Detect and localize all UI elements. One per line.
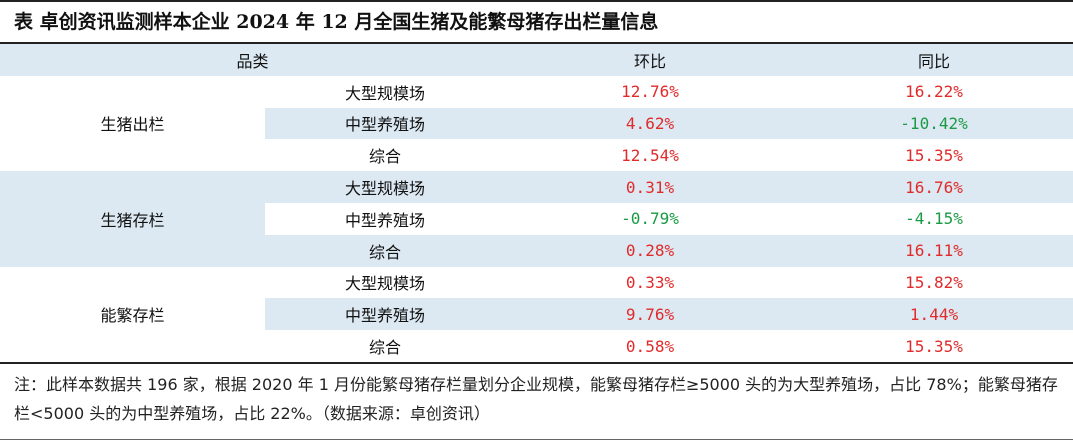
yoy-value: 15.35% [905, 145, 963, 165]
yoy-value: 16.22% [905, 82, 963, 102]
row-label: 综合 [369, 147, 402, 167]
footnote: 注：此样本数据共 196 家，根据 2020 年 1 月份能繁母猪存栏量划分企业… [0, 362, 1073, 440]
mom-value: 9.76% [505, 298, 796, 331]
yoy-value: -10.42% [795, 107, 1073, 140]
row-label: 大型规模场 [345, 83, 426, 103]
data-table: 品类 环比 同比 生猪出栏 大型规模场 12.76% 16.22% 中型养殖场 … [0, 44, 1073, 362]
header-category: 品类 [0, 44, 506, 76]
yoy-value: 15.35% [905, 336, 963, 356]
mom-value: 12.76% [621, 82, 679, 102]
table-row: 生猪存栏 大型规模场 0.31% 16.76% [0, 171, 1073, 267]
yoy-value: 1.44% [795, 298, 1073, 331]
group-label: 生猪出栏 [100, 115, 165, 135]
mom-value: 4.62% [505, 107, 796, 140]
row-label: 大型规模场 [265, 171, 506, 203]
group-label: 生猪存栏 [0, 171, 265, 267]
row-label: 中型养殖场 [265, 298, 506, 331]
table-row: 中型养殖场 4.62% -10.42% [0, 107, 1073, 140]
row-label: 综合 [369, 338, 402, 358]
mom-value: 0.58% [625, 336, 675, 356]
mom-value: 0.33% [625, 272, 675, 292]
yoy-value: 16.11% [795, 234, 1073, 267]
row-label: 综合 [265, 234, 506, 267]
table-row: 综合 0.28% 16.11% [0, 234, 1073, 267]
table-row: 生猪出栏 大型规模场 12.76% 16.22% [0, 76, 1073, 134]
table-row: 综合 12.54% 15.35% [0, 139, 1073, 171]
table-row: 中型养殖场 9.76% 1.44% [0, 298, 1073, 331]
header-row: 品类 环比 同比 [0, 44, 1073, 76]
yoy-value: 16.76% [795, 171, 1073, 203]
row-label: 大型规模场 [345, 274, 426, 294]
table-title: 表 卓创资讯监测样本企业 2024 年 12 月全国生猪及能繁母猪存出栏量信息 [0, 0, 1073, 44]
header-yoy: 同比 [795, 44, 1073, 76]
header-mom: 环比 [505, 44, 796, 76]
mom-value: 0.31% [505, 171, 796, 203]
mom-value: 0.28% [505, 234, 796, 267]
group-label: 能繁存栏 [100, 306, 165, 326]
row-label: 中型养殖场 [265, 107, 506, 140]
row-label: 中型养殖场 [345, 210, 426, 230]
mom-value: 12.54% [621, 145, 679, 165]
yoy-value: 15.82% [905, 272, 963, 292]
table-row: 综合 0.58% 15.35% [0, 330, 1073, 362]
table-row: 中型养殖场 -0.79% -4.15% [0, 203, 1073, 235]
table-row: 能繁存栏 大型规模场 0.33% 15.82% [0, 267, 1073, 325]
mom-value: -0.79% [621, 209, 679, 229]
yoy-value: -4.15% [905, 209, 963, 229]
